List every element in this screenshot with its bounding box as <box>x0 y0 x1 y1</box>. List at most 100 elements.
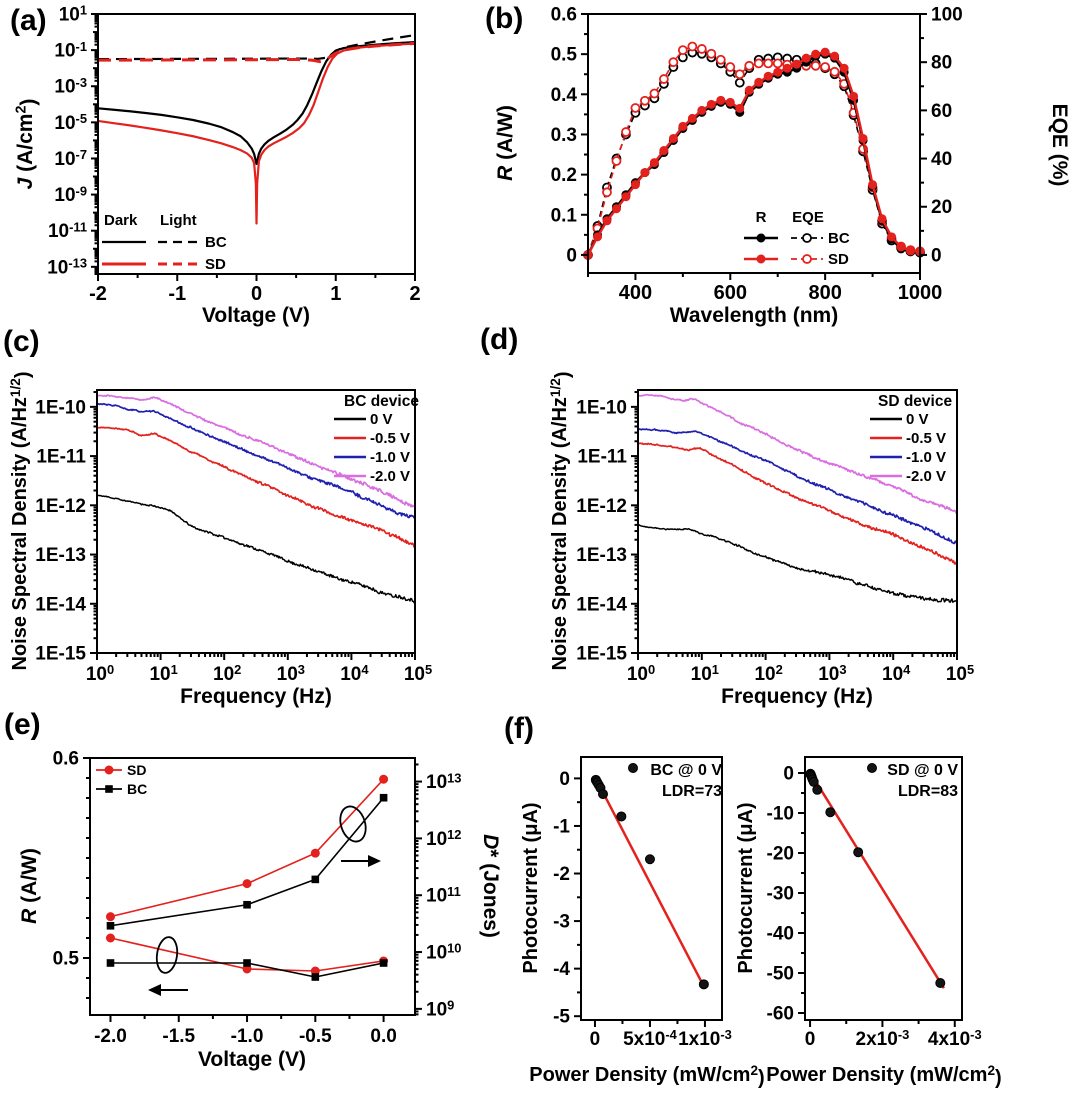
panel-f1-scatter <box>590 774 709 990</box>
x-tick-label: 5x10-4 <box>623 1027 678 1050</box>
legend-row-sd: SD <box>127 762 146 778</box>
y-tick-label: 10-5 <box>54 111 87 134</box>
y-tick-label: 1E-13 <box>576 545 627 566</box>
legend-title: SD device <box>878 393 952 410</box>
x-tick-label: 800 <box>808 282 841 304</box>
y-tick-label: 0 <box>931 245 942 266</box>
panel-c-series-0-v <box>96 494 416 604</box>
panel-c-label: (c) <box>3 325 40 358</box>
y-tick-label: 1E-12 <box>35 496 86 517</box>
x-tick-label: -2.0 <box>94 1026 127 1047</box>
x-tick-label: 0 <box>805 1029 816 1050</box>
legend-line-0: SD @ 0 V <box>887 762 958 779</box>
panel-a-legend: Dark Light BC SD <box>102 212 227 273</box>
y-tick-label: 1013 <box>426 770 461 793</box>
y-tick-label: 101 <box>59 3 87 26</box>
x-tick-label: 400 <box>619 282 652 304</box>
y-tick-label: 0.5 <box>551 45 578 66</box>
y-tick-label: 10-3 <box>54 75 87 98</box>
y-tick-label: -50 <box>767 964 794 985</box>
panel-f2-fit-line <box>808 771 945 989</box>
y-tick-label: -30 <box>767 884 794 905</box>
y-axis-ticks: 1E-15 1E-14 1E-13 1E-12 1E-11 1E-10 <box>35 391 97 665</box>
legend-header-eqe: EQE <box>792 209 824 226</box>
panel-e-r-dstar-chart: -2.0 -1.5 -1.0 -0.5 0.0 0.5 0.6 109 1010 1011 1012… <box>18 749 502 1072</box>
panel-b-series-r-bc <box>583 49 925 260</box>
r-axis-arrow <box>148 984 161 996</box>
panel-d-series-0-v <box>637 524 958 603</box>
y-tick-label: 1012 <box>426 827 461 850</box>
legend-marker <box>628 763 638 773</box>
y-tick-label: -4 <box>553 959 570 980</box>
y-tick-label: 0 <box>783 764 794 785</box>
x-tick-label: -1 <box>168 283 186 305</box>
x-tick-label: 4x10-3 <box>928 1027 982 1050</box>
y-tick-label: 1E-14 <box>576 594 627 615</box>
panel-f2-y-axis-label: Photocurrent (μA) <box>735 802 757 973</box>
dstar-axis-arrow <box>368 855 381 867</box>
line <box>586 50 921 256</box>
panel-f2-legend: SD @ 0 V LDR=83 <box>867 762 958 800</box>
x-tick-label: 2x10-3 <box>856 1027 910 1050</box>
legend-row-1-0-v: -1.0 V <box>370 449 410 466</box>
y-tick-label: 0.1 <box>551 205 578 226</box>
x-axis-ticks: -2.0 -1.5 -1.0 -0.5 0.0 <box>94 1015 397 1047</box>
x-tick-label: -2 <box>89 283 107 305</box>
y-tick-label: 40 <box>931 149 952 170</box>
legend-line-0: BC @ 0 V <box>650 762 722 779</box>
legend-row-0-5-v: -0.5 V <box>906 430 946 447</box>
x-tick-label: 1 <box>330 283 341 305</box>
panel-c-noise-chart: 100 101 102 103 104 1051E-151E-141E-131E-121E… <box>8 372 432 709</box>
y-tick-label: 1010 <box>426 941 461 964</box>
x-tick-label: 103 <box>818 662 846 685</box>
panel-b-label: (b) <box>485 2 524 35</box>
r-axis-indicator-ellipse <box>155 936 179 974</box>
panel-f1-legend: BC @ 0 V LDR=73 <box>628 762 722 800</box>
panel-f1-photocurrent-chart: 0 5x10-4 1x10-3 0 -1 -2 -3 -4 -5 Power Density (m… <box>520 756 765 1089</box>
y-axis-ticks: 0.5 0.6 <box>53 749 90 999</box>
legend-title: BC device <box>344 393 419 410</box>
panel-a-label: (a) <box>10 4 47 37</box>
dstar-axis-indicator-ellipse <box>339 805 367 843</box>
x-tick-label: 2 <box>409 283 420 305</box>
y-tick-label: -3 <box>553 912 570 933</box>
panel-b-y-axis-label: R (A/W) <box>494 105 517 181</box>
panel-d-series-1-0-v <box>637 428 958 545</box>
y-tick-label: 1E-10 <box>35 397 86 418</box>
y-tick-label: 80 <box>931 53 952 74</box>
x-tick-label: 0 <box>251 283 262 305</box>
y-tick-label: 20 <box>931 197 952 218</box>
x-tick-label: 600 <box>714 282 747 304</box>
panel-b-x-axis-label: Wavelength (nm) <box>670 304 838 327</box>
y-tick-label: 1E-13 <box>35 545 86 566</box>
y-tick-label: -40 <box>767 924 794 945</box>
line <box>587 51 921 256</box>
y-axis-ticks: 0 -1 -2 -3 -4 -5 <box>553 769 581 1028</box>
y-tick-label: 0.3 <box>551 125 577 146</box>
y-tick-label: -1 <box>553 816 570 837</box>
panel-c-series-1-0-v <box>96 402 416 520</box>
legend-row-bc: BC <box>127 781 147 797</box>
panel-f1-x-axis-label: Power Density (mW/cm2) <box>529 1063 764 1089</box>
y2-axis-ticks: 109 1010 1011 1012 1013 <box>415 763 461 1020</box>
panel-d-series-2-0-v <box>637 393 958 514</box>
panel-d-series-0-5-v <box>637 442 958 566</box>
y-axis-ticks: 0 -10 -20 -30 -40 -50 -60 <box>767 764 805 1025</box>
panel-f2-photocurrent-chart: 0 2x10-3 4x10-3 0 -10 -20 -30 -40 -50 -60 Power De… <box>735 756 1002 1089</box>
y-tick-label: 10-7 <box>54 147 87 170</box>
panel-d-noise-chart: 100 101 102 103 104 1051E-151E-141E-131E-121E… <box>548 372 974 709</box>
x-tick-label: -1.5 <box>162 1026 195 1047</box>
legend-row-0-5-v: -0.5 V <box>370 430 410 447</box>
x-axis-ticks: 100 101 102 103 104 105 <box>627 653 974 685</box>
panel-b-series-eqe-sd <box>583 41 925 260</box>
y2-axis-ticks: 0 20 40 60 80 100 <box>920 5 963 266</box>
y-tick-label: 0.5 <box>53 949 80 970</box>
y-axis-ticks: 10-13 10-11 10-9 10-7 10-5 10-3 10-1 101 <box>47 3 98 278</box>
panel-a-series-sd-dark <box>97 42 416 225</box>
legend-header-dark: Dark <box>104 212 138 229</box>
x-axis-ticks: -2 -1 0 1 2 <box>89 274 421 305</box>
legend-row-bc: BC <box>205 234 227 251</box>
